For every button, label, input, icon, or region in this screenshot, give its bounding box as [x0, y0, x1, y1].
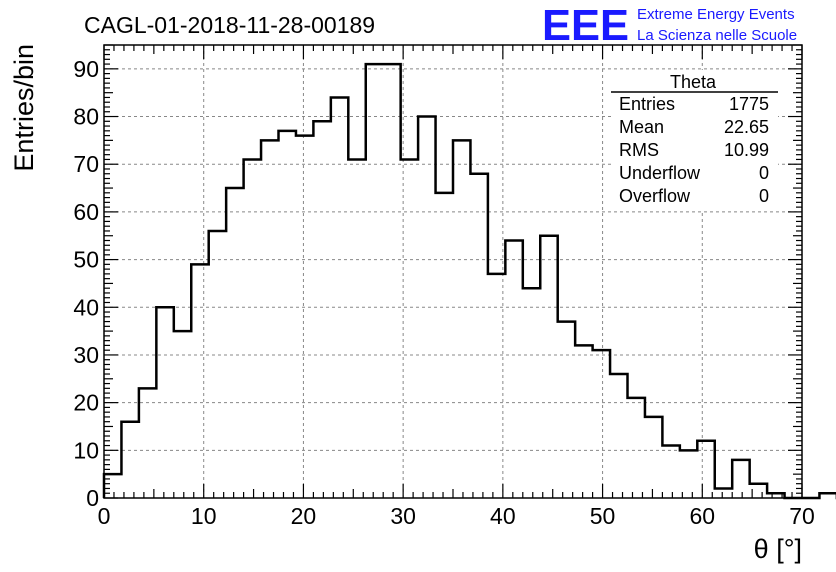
histogram-outline [102, 62, 836, 500]
axis-ticks [103, 44, 803, 499]
y-tick-label: 30 [73, 342, 99, 368]
y-tick-label: 60 [73, 199, 99, 225]
stats-row-label: Overflow [619, 186, 691, 206]
x-tick-label: 50 [590, 503, 616, 529]
x-tick-label: 10 [191, 503, 217, 529]
stats-row-label: Entries [619, 94, 675, 114]
stats-row-label: RMS [619, 140, 659, 160]
x-tick-label: 40 [490, 503, 516, 529]
stats-row-value: 0 [759, 163, 769, 183]
stats-row-value: 10.99 [724, 140, 769, 160]
y-axis-title: Entries/bin [9, 44, 39, 172]
y-tick-label: 20 [73, 390, 99, 416]
y-tick-labels: 0 10 20 30 40 50 60 70 80 90 [73, 56, 99, 511]
stats-row-value: 22.65 [724, 117, 769, 137]
stats-row-label: Underflow [619, 163, 701, 183]
x-tick-label: 30 [390, 503, 416, 529]
y-tick-label: 80 [73, 104, 99, 130]
y-tick-label: 70 [73, 151, 99, 177]
y-tick-label: 50 [73, 247, 99, 273]
x-tick-label: 60 [689, 503, 715, 529]
x-tick-label: 20 [291, 503, 317, 529]
y-tick-label: 0 [86, 485, 99, 511]
logo-line-1: Extreme Energy Events [637, 6, 795, 23]
logo-mark: EEE [542, 1, 629, 50]
stats-rows: Entries 1775 Mean 22.65 RMS 10.99 Underflow 0 Ov… [619, 94, 769, 206]
x-tick-label: 70 [789, 503, 815, 529]
chart-title: CAGL-01-2018-11-28-00189 [84, 12, 375, 38]
logo: EEE Extreme Energy Events La Scienza nel… [542, 1, 797, 50]
stats-title: Theta [670, 72, 717, 92]
stats-box-background [612, 70, 778, 210]
y-tick-label: 90 [73, 56, 99, 82]
y-tick-label: 40 [73, 294, 99, 320]
stats-box: Theta Entries 1775 Mean 22.65 RMS 10.99 Underf… [611, 70, 778, 210]
stats-row-value: 1775 [729, 94, 769, 114]
stats-row-value: 0 [759, 186, 769, 206]
logo-line-2: La Scienza nelle Scuole [637, 27, 797, 44]
stats-row-label: Mean [619, 117, 664, 137]
x-tick-label: 0 [98, 503, 111, 529]
x-axis-title: θ [°] [754, 534, 802, 564]
x-tick-labels: 0 10 20 30 40 50 60 70 [98, 503, 815, 529]
y-tick-label: 10 [73, 437, 99, 463]
